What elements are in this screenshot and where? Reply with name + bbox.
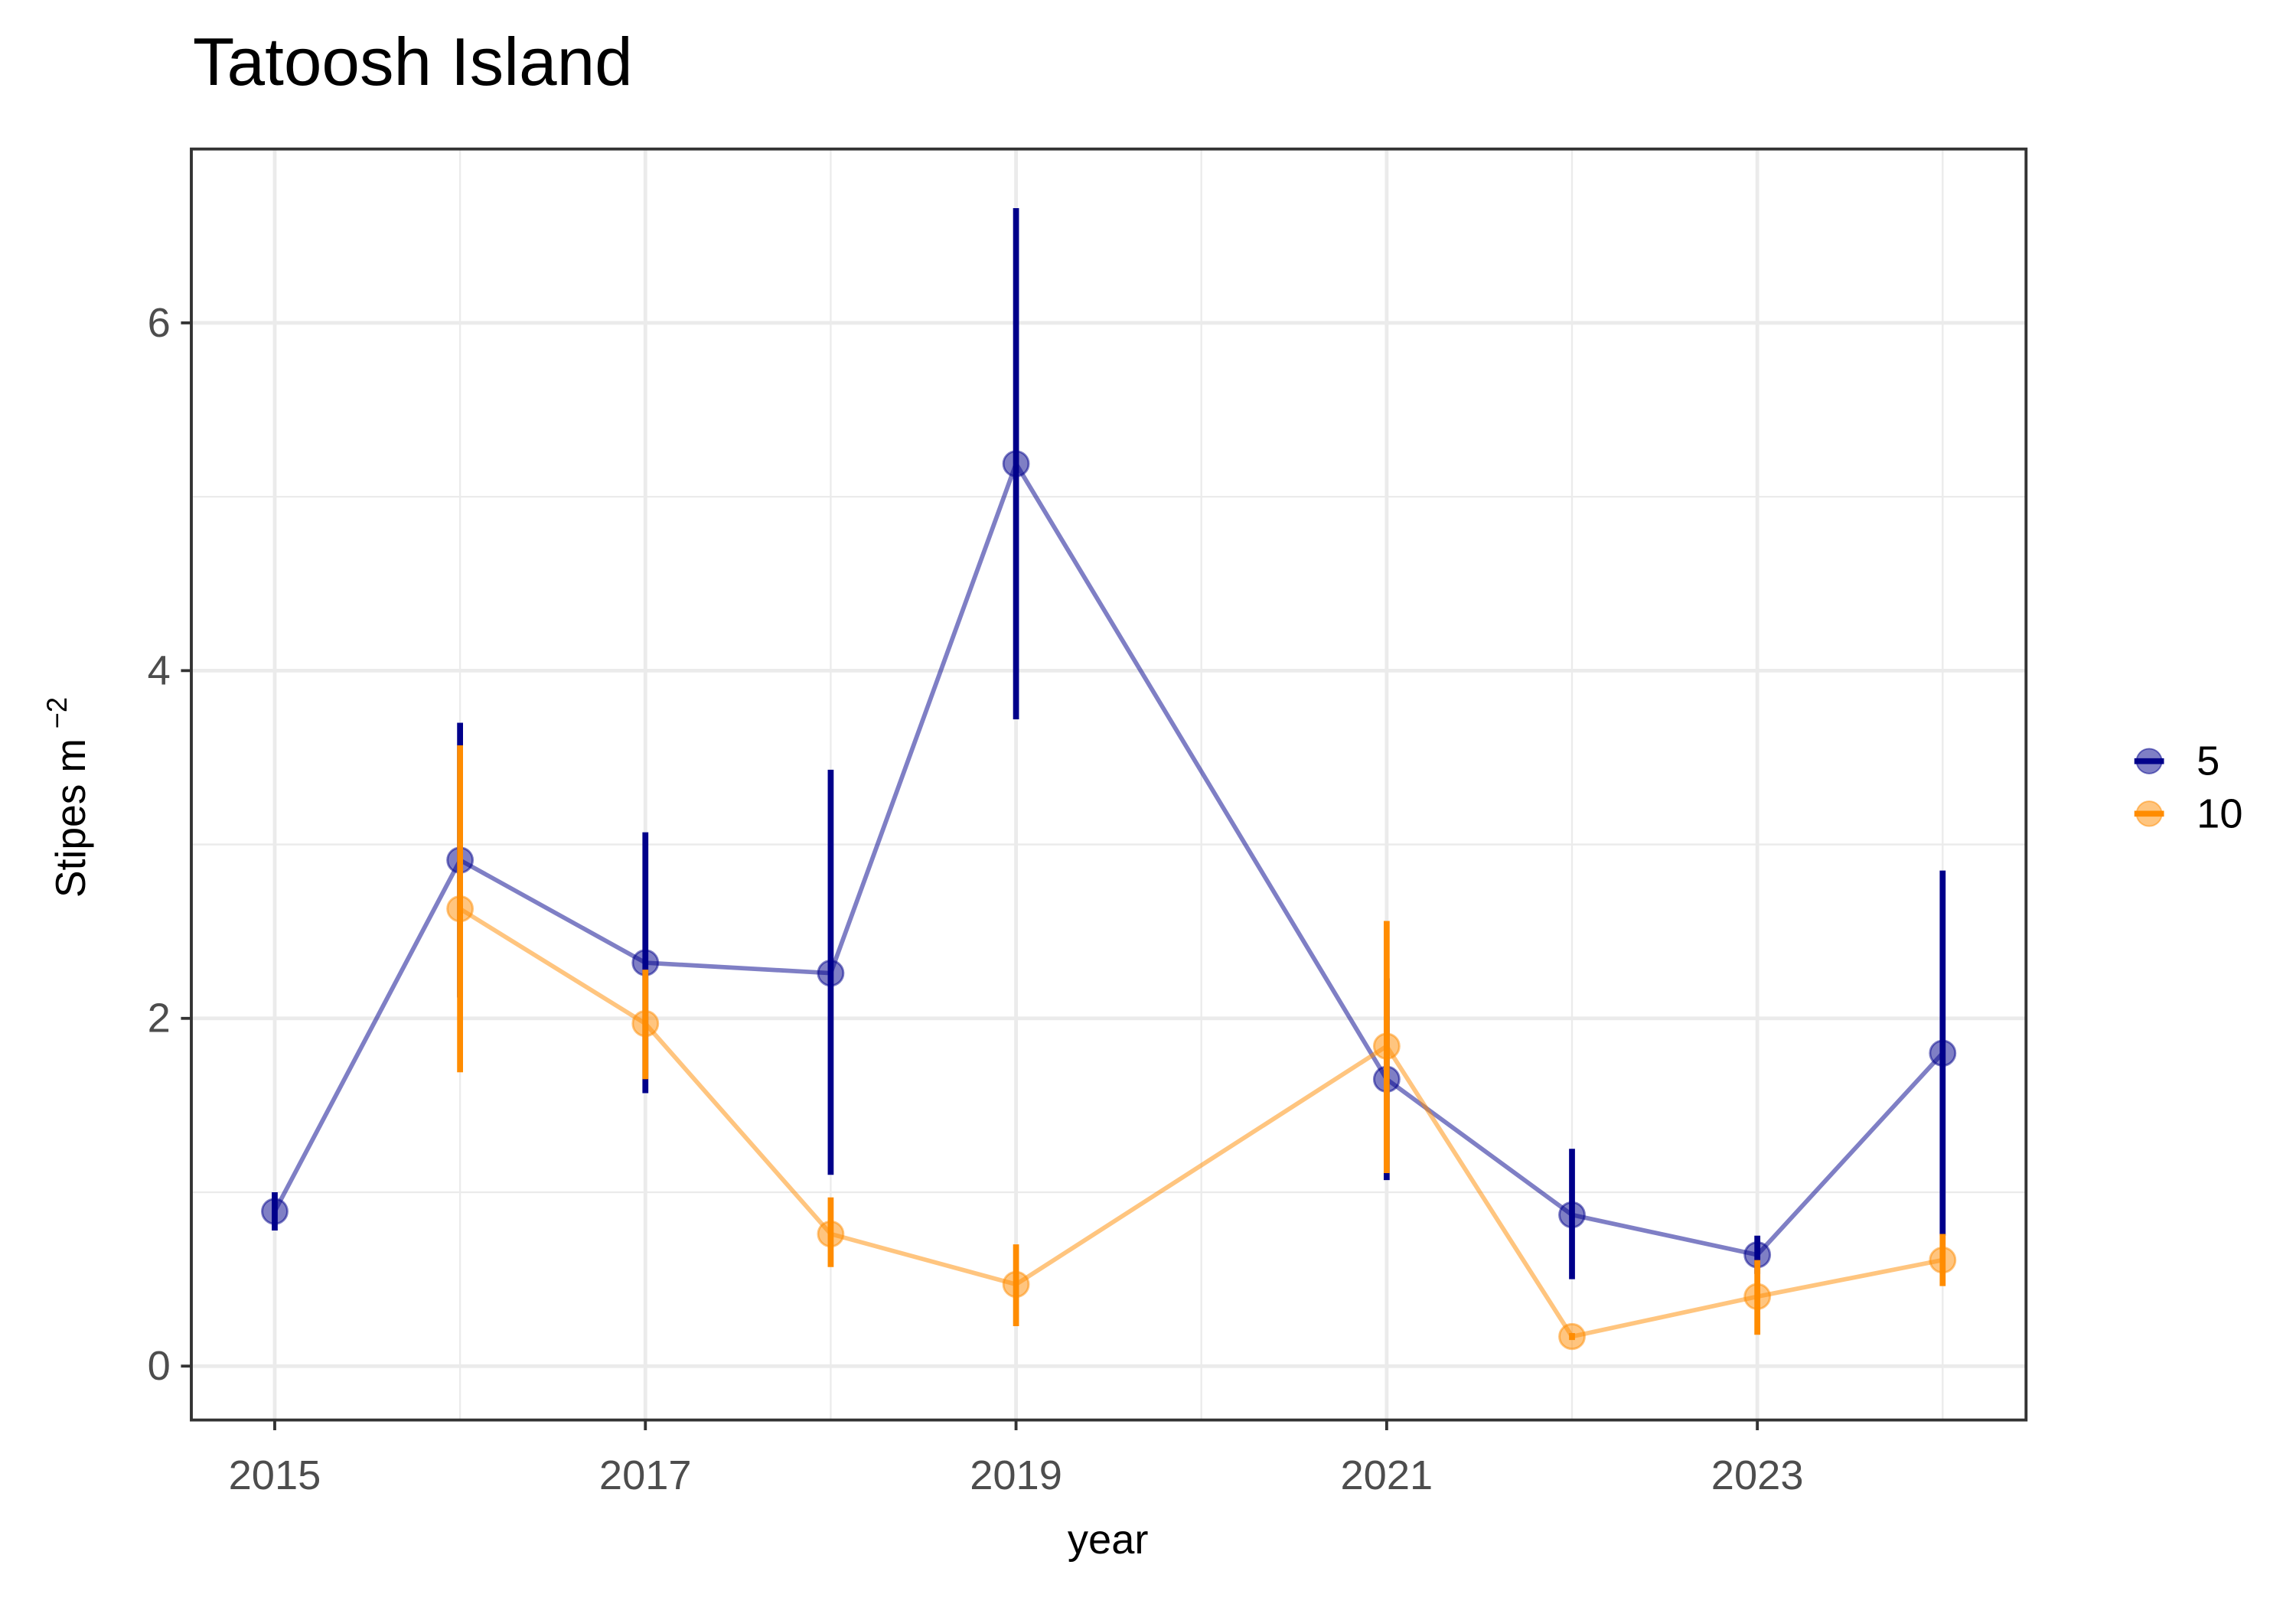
x-axis-label: year xyxy=(1068,1517,1149,1563)
x-tick-label: 2015 xyxy=(229,1452,321,1498)
point xyxy=(631,1009,660,1038)
y-tick-label: 0 xyxy=(148,1344,171,1390)
point xyxy=(817,1220,845,1248)
point xyxy=(1743,1283,1772,1310)
point xyxy=(1929,1246,1957,1274)
x-tick-label: 2021 xyxy=(1341,1452,1433,1498)
legend-label: 10 xyxy=(2197,791,2242,837)
point xyxy=(817,960,845,987)
y-axis-label-superscript: −2 xyxy=(41,697,73,729)
legend-key-point xyxy=(2135,800,2163,827)
point xyxy=(1558,1201,1586,1229)
point xyxy=(1372,1032,1401,1060)
y-tick-label: 2 xyxy=(148,996,171,1041)
point xyxy=(1002,450,1030,478)
legend-key-point xyxy=(2135,748,2163,774)
y-axis-label: Stipes m xyxy=(48,738,94,898)
y-axis-label-group: Stipes m −2 xyxy=(41,697,94,898)
point xyxy=(446,895,475,923)
x-tick-label: 2023 xyxy=(1711,1452,1804,1498)
x-tick-label: 2017 xyxy=(599,1452,692,1498)
y-tick-label: 4 xyxy=(148,648,171,694)
x-tick-label: 2019 xyxy=(970,1452,1062,1498)
point xyxy=(261,1198,289,1225)
plot-background xyxy=(191,148,2027,1420)
plot-border xyxy=(190,147,2028,1422)
point xyxy=(1558,1322,1586,1351)
chart-title: Tatoosh Island xyxy=(193,24,633,99)
legend-label: 5 xyxy=(2197,738,2219,784)
point xyxy=(1002,1270,1030,1299)
series-line xyxy=(458,907,1943,1339)
y-tick-label: 6 xyxy=(148,300,171,346)
point xyxy=(1929,1039,1957,1067)
